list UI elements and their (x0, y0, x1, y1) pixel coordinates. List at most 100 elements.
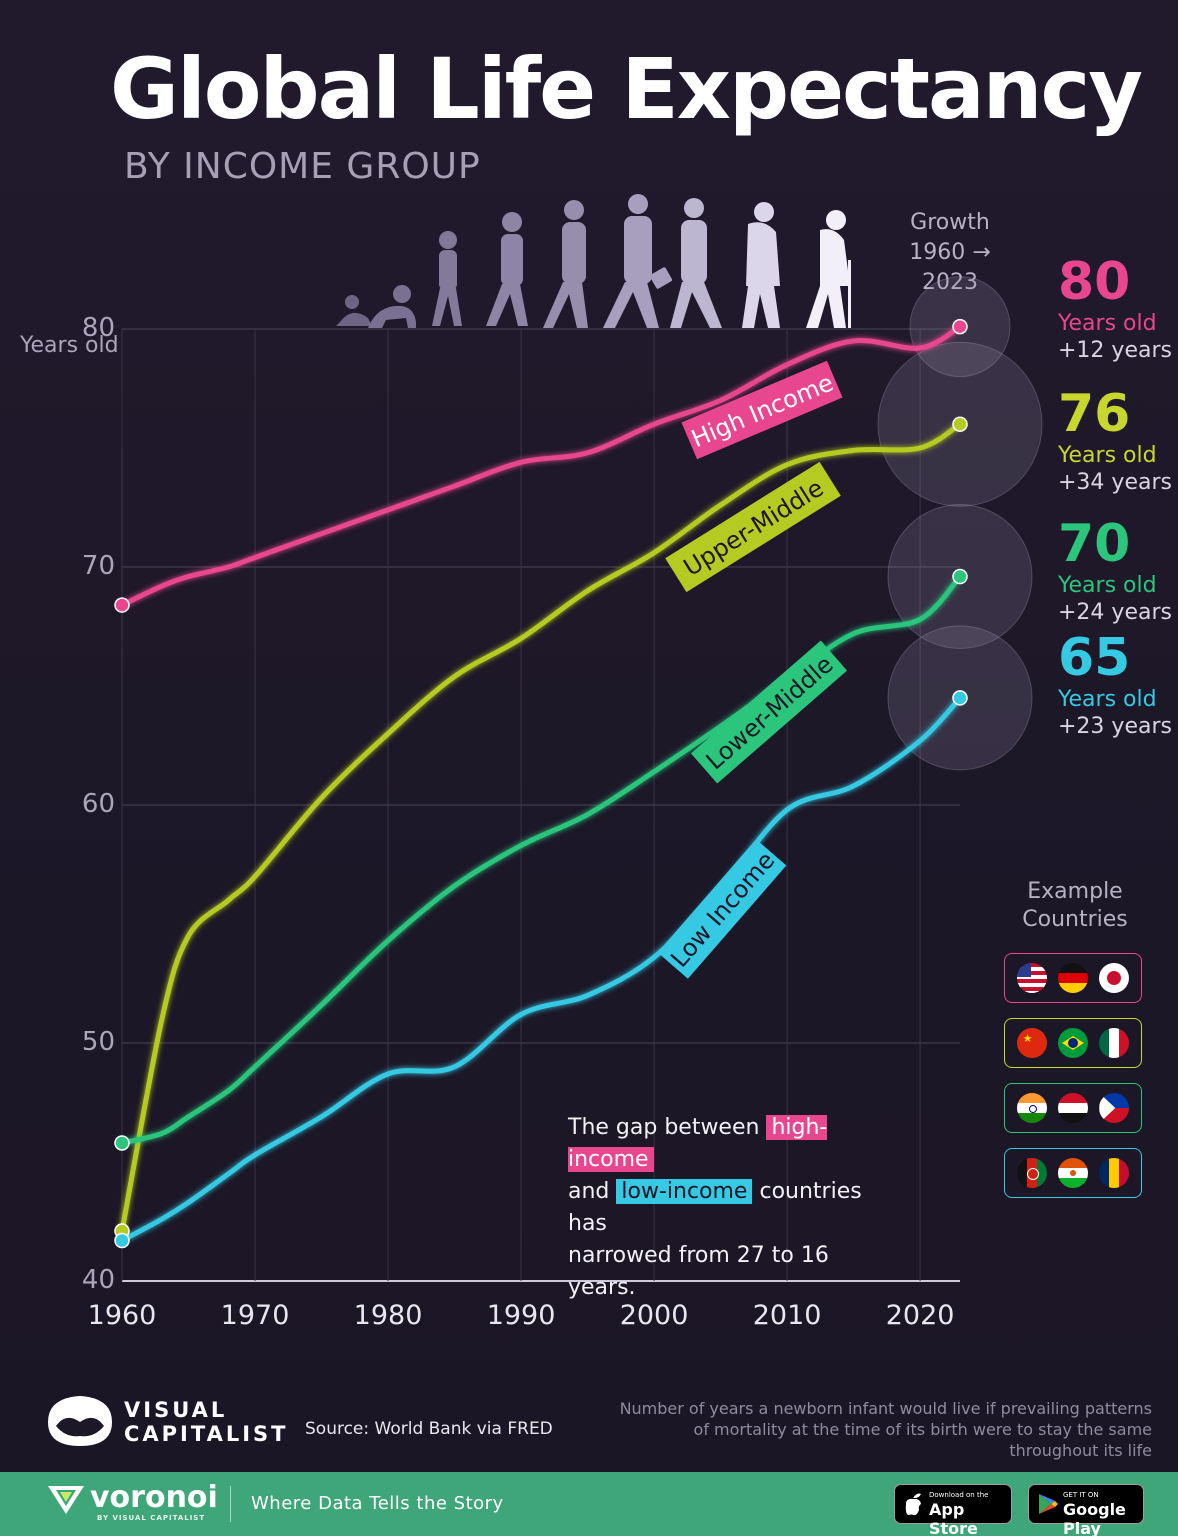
google-play-icon (1039, 1494, 1058, 1514)
crawling-baby-silhouette (368, 285, 416, 328)
footer-divider (230, 1486, 231, 1522)
end-growth-high-income: +12 years (1058, 338, 1172, 363)
google-play-large-text: Google Play (1063, 1500, 1126, 1536)
y-tick-label-40: 40 (81, 1265, 115, 1295)
series-line-upper-middle (119, 421, 963, 1234)
end-label-lower-middle: 70 Years old +24 years (1058, 516, 1172, 626)
teen-silhouette (543, 200, 588, 328)
x-tick-label-2010: 2010 (752, 1300, 822, 1331)
start-point-low-income (114, 1232, 130, 1249)
y-axis-unit-label: Years old (20, 333, 119, 358)
toddler-silhouette (432, 231, 462, 326)
page-subtitle: BY INCOME GROUP (124, 146, 481, 187)
example-countries-high-income (1004, 953, 1142, 1003)
series-line-high-income (119, 324, 963, 608)
elderly-with-cane-silhouette (806, 210, 851, 328)
example-countries-heading-line1: Example (1027, 879, 1123, 904)
end-value-high-income: 80 (1058, 252, 1131, 312)
note-text-3: countries has (568, 1179, 862, 1236)
end-unit-lower-middle: Years old (1058, 573, 1157, 598)
end-point-high-income (952, 318, 968, 335)
philippines-flag-icon (1099, 1093, 1130, 1123)
end-growth-low-income: +23 years (1058, 714, 1172, 739)
series-label-lower-middle: Lower-Middle (690, 640, 848, 784)
y-tick-label-70: 70 (81, 551, 115, 581)
usa-flag-icon (1016, 963, 1047, 993)
footer-tagline: Where Data Tells the Story (251, 1493, 504, 1514)
series-label-bg-upper-middle (665, 461, 841, 593)
apple-logo-icon (905, 1493, 921, 1516)
series-label-text-low-income: Low Income (665, 846, 780, 972)
visual-capitalist-logo-text: VISUAL CAPITALIST (124, 1398, 288, 1446)
note-text-2: and (568, 1179, 610, 1204)
series-label-bg-lower-middle (690, 640, 848, 784)
middle-aged-silhouette (670, 198, 722, 328)
end-label-low-income: 65 Years old +23 years (1058, 630, 1172, 740)
start-point-lower-middle (114, 1135, 130, 1151)
child-silhouette (486, 212, 528, 326)
end-point-lower-middle (952, 568, 968, 585)
baby-silhouette (336, 295, 372, 326)
logo-line1: VISUAL (124, 1398, 228, 1422)
growth-caption-line2: 1960 → 2023 (909, 240, 991, 295)
niger-flag-icon (1057, 1158, 1088, 1188)
series-label-text-upper-middle: Upper-Middle (679, 474, 829, 582)
growth-caption-line1: Growth (910, 210, 990, 235)
japan-flag-icon (1099, 963, 1130, 993)
end-label-high-income: 80 Years old +12 years (1058, 254, 1172, 364)
egypt-flag-icon (1057, 1093, 1088, 1123)
x-tick-label-1980: 1980 (353, 1300, 423, 1331)
end-growth-upper-middle: +34 years (1058, 470, 1172, 495)
end-unit-low-income: Years old (1058, 687, 1157, 712)
gap-annotation: The gap between high-income and low-inco… (568, 1112, 898, 1304)
end-unit-high-income: Years old (1058, 311, 1157, 336)
aging-silhouettes-illustration (336, 194, 851, 328)
series-line-low-income (119, 695, 963, 1244)
y-tick-label-50: 50 (81, 1027, 115, 1057)
series-label-bg-high-income (681, 360, 843, 460)
example-countries-lower-middle (1004, 1083, 1142, 1133)
x-tick-label-1970: 1970 (220, 1300, 290, 1331)
x-tick-label-1960: 1960 (87, 1300, 157, 1331)
end-label-upper-middle: 76 Years old +34 years (1058, 386, 1172, 496)
x-tick-label-2000: 2000 (619, 1300, 689, 1331)
germany-flag-icon (1057, 963, 1088, 993)
google-play-small-text: GET IT ON (1063, 1491, 1099, 1499)
google-play-button[interactable]: GET IT ON Google Play (1028, 1484, 1144, 1536)
y-tick-label-80: 80 (81, 313, 115, 343)
page-title: Global Life Expectancy (110, 40, 1143, 138)
afghanistan-flag-icon (1016, 1158, 1047, 1188)
end-value-low-income: 65 (1058, 628, 1131, 688)
app-store-button[interactable]: Download on the App Store (894, 1484, 1012, 1536)
adult-with-briefcase-silhouette (603, 194, 673, 328)
end-point-low-income (952, 690, 968, 706)
mexico-flag-icon (1099, 1028, 1130, 1058)
end-growth-lower-middle: +24 years (1058, 600, 1172, 625)
voronoi-brand-name: voronoi (90, 1480, 218, 1515)
example-countries-heading: Example Countries (1004, 878, 1146, 934)
note-text-1: The gap between (568, 1115, 760, 1140)
end-value-lower-middle: 70 (1058, 514, 1131, 574)
series-label-low-income: Low Income (657, 839, 787, 979)
voronoi-brand-byline: BY VISUAL CAPITALIST (97, 1514, 206, 1522)
logo-line2: CAPITALIST (124, 1422, 289, 1446)
visual-capitalist-logo-icon (48, 1396, 112, 1446)
note-highlight-low-income: low-income (616, 1179, 753, 1204)
series-label-text-lower-middle: Lower-Middle (701, 650, 839, 775)
start-point-high-income (114, 597, 130, 613)
x-tick-label-2020: 2020 (885, 1300, 955, 1331)
brazil-flag-icon (1057, 1028, 1088, 1058)
end-point-upper-middle (952, 416, 968, 432)
example-countries-heading-line2: Countries (1022, 907, 1128, 932)
elderly-silhouette (742, 202, 780, 328)
china-flag-icon: ★ (1016, 1028, 1047, 1058)
note-text-4: narrowed from 27 to 16 years. (568, 1243, 829, 1300)
metric-definition: Number of years a newborn infant would l… (619, 1399, 1152, 1460)
source-note: Source: World Bank via FRED (305, 1419, 553, 1439)
example-countries-low-income (1004, 1148, 1142, 1198)
series-label-bg-low-income (657, 839, 787, 979)
india-flag-icon (1016, 1093, 1047, 1123)
end-value-upper-middle: 76 (1058, 384, 1131, 444)
